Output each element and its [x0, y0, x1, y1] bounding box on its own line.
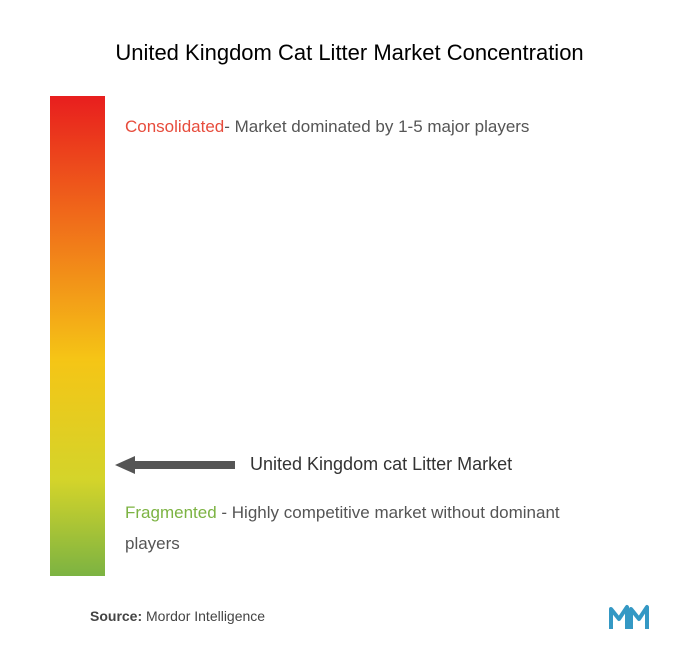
labels-area: Consolidated- Market dominated by 1-5 ma… [125, 96, 649, 576]
arrow-left-icon [115, 456, 235, 474]
market-name-label: United Kingdom cat Litter Market [250, 454, 512, 475]
market-pointer: United Kingdom cat Litter Market [115, 454, 512, 475]
fragmented-label: Fragmented - Highly competitive market w… [125, 498, 565, 559]
concentration-gradient-bar [50, 96, 105, 576]
footer: Source: Mordor Intelligence [90, 601, 649, 631]
consolidated-label: Consolidated- Market dominated by 1-5 ma… [125, 114, 529, 140]
consolidated-description: - Market dominated by 1-5 major players [224, 117, 529, 136]
source-value: Mordor Intelligence [146, 608, 265, 624]
source-attribution: Source: Mordor Intelligence [90, 608, 265, 624]
mordor-logo-icon [609, 601, 649, 631]
consolidated-term: Consolidated [125, 117, 224, 136]
source-label: Source: [90, 608, 146, 624]
content-area: Consolidated- Market dominated by 1-5 ma… [50, 96, 649, 576]
fragmented-term: Fragmented [125, 503, 217, 522]
chart-title: United Kingdom Cat Litter Market Concent… [50, 40, 649, 66]
